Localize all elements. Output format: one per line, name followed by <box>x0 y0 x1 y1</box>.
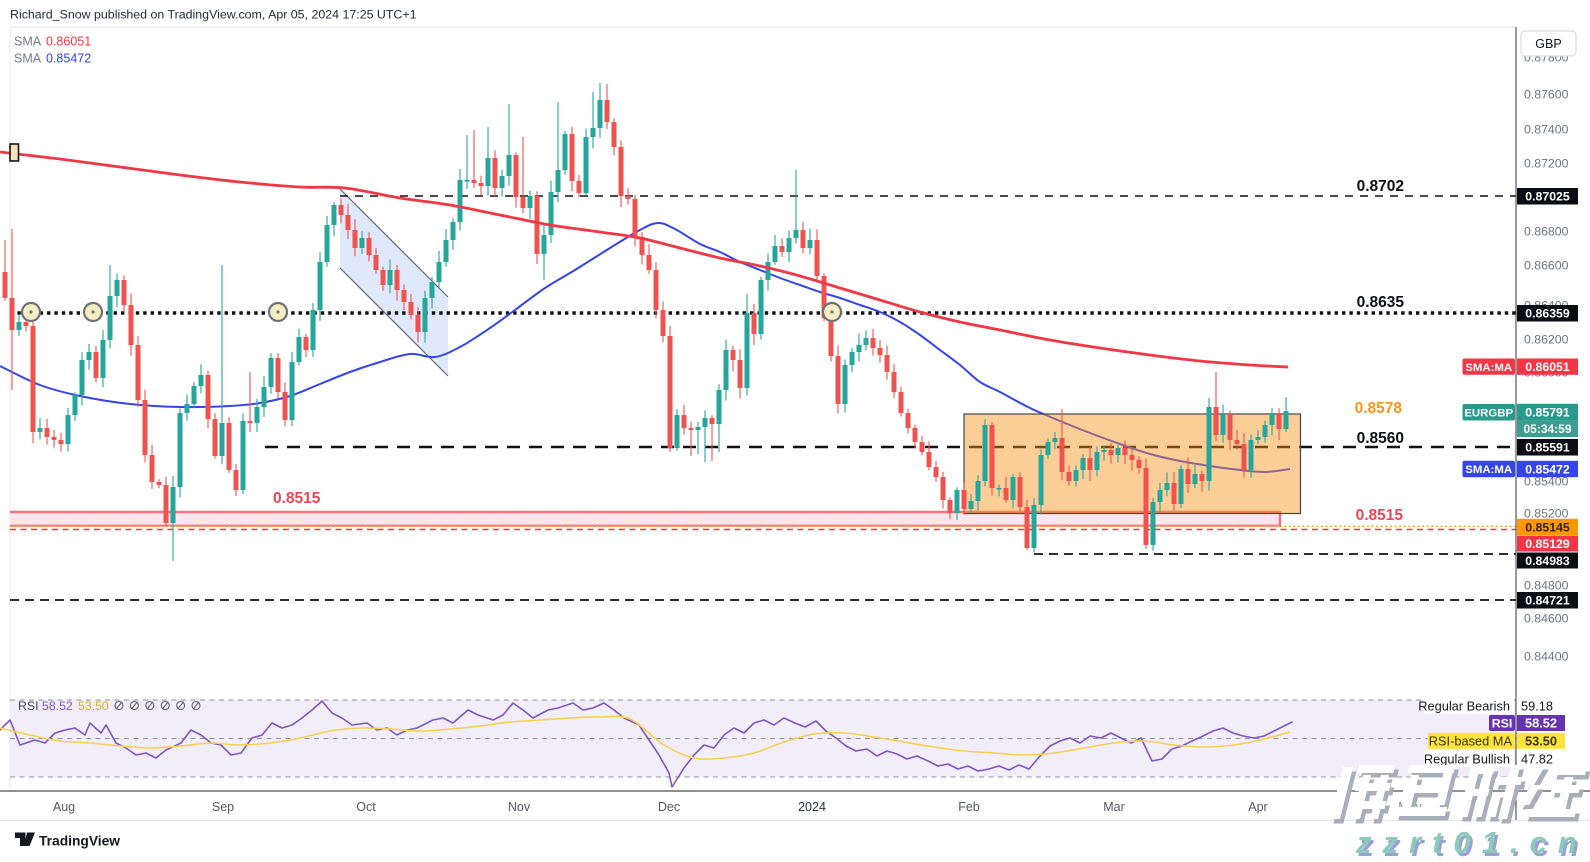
svg-text:RSI: RSI <box>18 699 39 713</box>
svg-text:0.87025: 0.87025 <box>1525 190 1570 204</box>
svg-text:0.8702: 0.8702 <box>1357 178 1404 195</box>
svg-text:0.87200: 0.87200 <box>1524 156 1569 170</box>
svg-text:53.50: 53.50 <box>1525 734 1557 749</box>
svg-text:Aug: Aug <box>53 800 75 814</box>
svg-text:zzrt01.cn: zzrt01.cn <box>1355 825 1588 857</box>
svg-text:0.8635: 0.8635 <box>1357 294 1405 311</box>
svg-text:SMA: SMA <box>14 52 42 66</box>
svg-text:Mar: Mar <box>1103 800 1125 814</box>
svg-text:0.86800: 0.86800 <box>1524 224 1569 238</box>
svg-text:0.84800: 0.84800 <box>1524 578 1569 592</box>
svg-text:0.85145: 0.85145 <box>1525 520 1570 534</box>
svg-text:0.84600: 0.84600 <box>1524 611 1569 625</box>
svg-text:RSI: RSI <box>1492 717 1513 731</box>
svg-text:0.85129: 0.85129 <box>1525 537 1570 551</box>
svg-text:0.86200: 0.86200 <box>1524 332 1569 346</box>
svg-text:0.8515: 0.8515 <box>1356 507 1404 524</box>
svg-text:0.85472: 0.85472 <box>1525 462 1570 476</box>
svg-text:Nov: Nov <box>508 800 531 814</box>
svg-text:58.52: 58.52 <box>1525 716 1557 731</box>
svg-text:Sep: Sep <box>212 800 234 814</box>
svg-text:SMA: SMA <box>14 35 42 49</box>
svg-text:59.18: 59.18 <box>1521 699 1553 714</box>
svg-text:TradingView: TradingView <box>39 834 120 849</box>
svg-text:Richard_Snow published on Trad: Richard_Snow published on TradingView.co… <box>10 8 417 22</box>
svg-text:Dec: Dec <box>658 800 680 814</box>
svg-text:0.8560: 0.8560 <box>1357 430 1404 447</box>
svg-text:0.86051: 0.86051 <box>46 35 91 49</box>
svg-text:EURGBP: EURGBP <box>1464 407 1513 419</box>
svg-text:47.82: 47.82 <box>1521 752 1553 767</box>
svg-text:05:34:59: 05:34:59 <box>1523 422 1571 436</box>
svg-text:0.85791: 0.85791 <box>1525 406 1570 420</box>
svg-text:0.86600: 0.86600 <box>1524 258 1569 272</box>
svg-text:0.85200: 0.85200 <box>1524 506 1569 520</box>
svg-text:Feb: Feb <box>958 800 980 814</box>
svg-text:RSI-based MA: RSI-based MA <box>1429 734 1513 749</box>
svg-text:0.8515: 0.8515 <box>273 490 321 507</box>
svg-text:0.87600: 0.87600 <box>1524 87 1569 101</box>
svg-text:Regular Bullish: Regular Bullish <box>1424 752 1510 767</box>
svg-text:SMA:MA: SMA:MA <box>1465 362 1512 374</box>
svg-text:0.85472: 0.85472 <box>46 52 91 66</box>
svg-text:0.85591: 0.85591 <box>1525 441 1570 455</box>
svg-text:SMA:MA: SMA:MA <box>1465 464 1512 476</box>
svg-text:Apr: Apr <box>1248 800 1267 814</box>
svg-text:0.87400: 0.87400 <box>1524 122 1569 136</box>
svg-text:2024: 2024 <box>798 800 826 814</box>
svg-text:GBP: GBP <box>1535 37 1561 51</box>
svg-text:0.84721: 0.84721 <box>1525 594 1570 608</box>
svg-text:53.50: 53.50 <box>78 699 109 713</box>
svg-text:0.84983: 0.84983 <box>1525 554 1570 568</box>
svg-text:Oct: Oct <box>356 800 376 814</box>
svg-text:Regular Bearish: Regular Bearish <box>1418 699 1510 714</box>
svg-text:0.84400: 0.84400 <box>1524 649 1569 663</box>
svg-text:0.86051: 0.86051 <box>1525 360 1570 374</box>
svg-text:58.52: 58.52 <box>42 699 73 713</box>
svg-text:0.8578: 0.8578 <box>1355 400 1403 417</box>
svg-text:0.86359: 0.86359 <box>1525 307 1570 321</box>
